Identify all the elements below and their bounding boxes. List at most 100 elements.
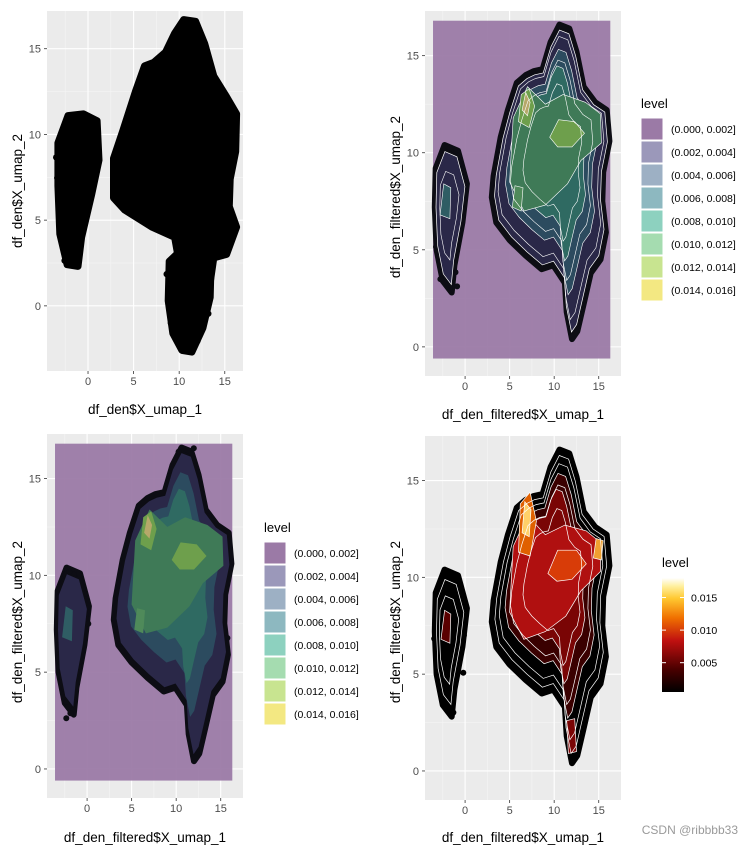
scatter-point [452,587,458,594]
scatter-point [92,163,100,170]
x-tick-label: 10 [548,381,560,393]
scatter-point [205,154,212,161]
scatter-point [449,692,456,699]
scatter-point [533,668,540,674]
scatter-point [190,308,198,315]
scatter-point [61,224,68,232]
scatter-point [82,134,89,141]
scatter-point [66,141,73,148]
scatter-point [196,261,204,268]
scatter-point [207,76,214,83]
scatter-point [503,624,510,631]
density-contours [431,20,613,359]
scatter-point [548,674,555,681]
legend-label: (0.002, 0.004] [294,571,359,583]
scatter-point [89,167,96,175]
x-tick-label: 5 [129,803,135,815]
watermark: CSDN @ribbbb33 [641,823,738,837]
legend-swatch [640,255,664,279]
scatter-point [72,175,80,182]
scatter-point [170,323,177,330]
scatter-point [186,324,193,331]
colorbar-tick-label: 0.010 [691,625,717,637]
scatter-point [165,219,172,226]
panel-density-filled: 0 5 10 15 0 5 10 15 df_den_filtered$X_umap_1 df… [10,434,359,845]
contour-line [436,579,465,706]
x-tick-label: 15 [215,803,227,815]
scatter-point [87,179,94,187]
scatter-point [447,646,454,652]
y-tick-label: 5 [35,215,41,227]
scatter-point [203,298,210,306]
axes: 0 5 10 15 0 5 10 15 [407,51,605,393]
scatter-point [79,170,87,177]
y-tick-label: 0 [413,766,419,778]
y-tick-label: 15 [407,476,419,488]
scatter-point [93,131,100,138]
scatter-point [170,318,177,326]
scatter-point [173,204,180,211]
scatter-point [66,568,73,575]
contour-line [439,170,460,261]
scatter-point [85,188,92,195]
y-tick-label: 15 [29,474,41,486]
y-tick-label: 10 [29,570,41,582]
density-level-8 [521,91,531,117]
scatter-point [197,168,204,176]
scatter-point [124,189,131,197]
scatter-point [143,157,150,164]
y-tick-label: 10 [29,129,41,141]
scatter-point [460,669,467,676]
scatter-point [165,73,172,80]
scatter-point [201,255,208,262]
scatter-point [182,336,190,343]
scatter-point [180,317,187,325]
scatter-point [520,652,527,659]
scatter-point [63,254,71,261]
scatter-point [70,571,77,578]
scatter-point [76,123,83,130]
density-level-5 [131,509,224,634]
legend-title: level [662,555,689,570]
scatter-point [185,197,192,204]
scatter-point [432,647,439,654]
scatter-point [589,658,596,665]
legend-swatch [263,656,287,680]
scatter-point [205,189,212,196]
scatter-point [80,224,88,231]
scatter-point [185,277,192,285]
scatter-point [63,715,70,722]
scatter-point [67,160,74,167]
scatter-point [112,180,120,187]
scatter-point [160,122,167,129]
scatter-point [437,658,444,665]
legend-swatch [263,564,287,588]
scatter-point [65,704,72,710]
density-level-10 [62,606,73,642]
colorbar-tick-label: 0.005 [691,658,717,670]
scatter-point [593,645,600,652]
contour-line [522,508,583,667]
scatter-point [134,178,141,185]
legend-label: (0.002, 0.004] [671,147,736,159]
density-heat [431,446,613,767]
scatter-point [230,129,238,136]
scatter-point [151,89,158,96]
density-level-8 [144,515,153,539]
x-tick-label: 0 [85,376,91,388]
scatter-point [450,709,457,716]
scatter-point [201,70,208,78]
density-level-9 [511,185,524,212]
y-axis-title: df_den_filtered$X_umap_2 [10,541,25,703]
y-tick-label: 0 [35,764,41,776]
scatter-point [156,133,163,140]
legend-swatch [640,117,664,141]
scatter-point [128,154,135,162]
scatter-point [71,124,79,132]
y-tick-label: 0 [413,342,419,354]
x-tick-label: 15 [593,381,605,393]
legend-label: (0.000, 0.002] [671,124,736,136]
scatter-point [224,635,231,641]
legend-label: (0.012, 0.014] [671,262,736,274]
scatter-point [62,180,69,187]
